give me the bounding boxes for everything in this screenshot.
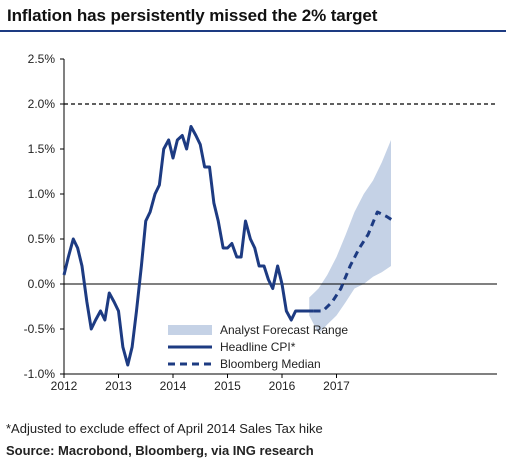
legend-label-bloomberg-median: Bloomberg Median [220, 357, 321, 371]
y-tick-label: -0.5% [24, 322, 56, 336]
source-note: Source: Macrobond, Bloomberg, via ING re… [6, 443, 314, 458]
chart-title: Inflation has persistently missed the 2%… [7, 6, 378, 25]
x-tick-label: 2013 [105, 379, 132, 393]
y-tick-label: 1.5% [28, 142, 56, 156]
legend-label-forecast-range: Analyst Forecast Range [220, 323, 348, 337]
x-tick-label: 2015 [214, 379, 241, 393]
x-tick-label: 2017 [323, 379, 350, 393]
title-underline [0, 30, 506, 32]
y-tick-label: 1.0% [28, 187, 56, 201]
headline-cpi-line [62, 125, 314, 367]
bloomberg-median-line [313, 210, 395, 313]
y-tick-label: 2.0% [28, 97, 56, 111]
x-tick-label: 2016 [269, 379, 296, 393]
y-tick-label: -1.0% [24, 367, 56, 381]
legend-swatch-forecast-range [168, 325, 212, 335]
x-tick-label: 2014 [160, 379, 187, 393]
legend-label-headline-cpi: Headline CPI* [220, 340, 296, 354]
x-tick-label: 2012 [51, 379, 78, 393]
y-tick-label: 2.5% [28, 52, 56, 66]
forecast-range-band [309, 140, 391, 334]
y-tick-label: 0.5% [28, 232, 56, 246]
footnote: *Adjusted to exclude effect of April 201… [6, 421, 323, 436]
y-tick-label: 0.0% [28, 277, 56, 291]
